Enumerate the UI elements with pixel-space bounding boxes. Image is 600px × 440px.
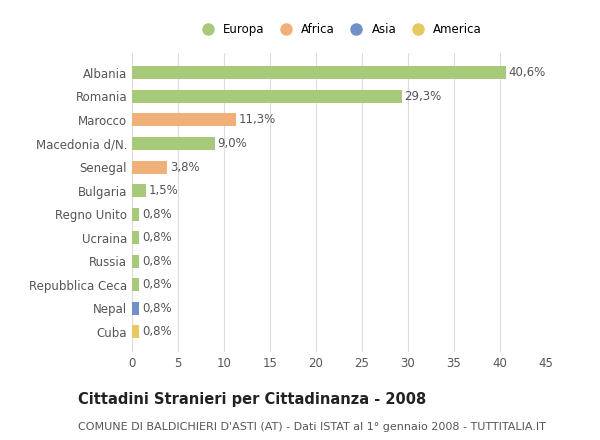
Text: 3,8%: 3,8% xyxy=(170,161,199,173)
Text: 1,5%: 1,5% xyxy=(149,184,178,197)
Text: 0,8%: 0,8% xyxy=(142,302,172,315)
Text: 0,8%: 0,8% xyxy=(142,208,172,221)
Bar xyxy=(132,231,139,244)
Bar xyxy=(132,255,139,268)
Legend: Europa, Africa, Asia, America: Europa, Africa, Asia, America xyxy=(196,23,482,36)
Text: 9,0%: 9,0% xyxy=(218,137,247,150)
Text: 0,8%: 0,8% xyxy=(142,279,172,291)
Bar xyxy=(132,161,167,173)
Text: 29,3%: 29,3% xyxy=(404,90,442,103)
Text: 0,8%: 0,8% xyxy=(142,326,172,338)
Bar xyxy=(132,184,146,197)
Bar xyxy=(132,137,215,150)
Bar xyxy=(132,208,139,220)
Text: 11,3%: 11,3% xyxy=(239,114,276,126)
Text: 0,8%: 0,8% xyxy=(142,231,172,244)
Bar xyxy=(132,302,139,315)
Bar xyxy=(132,279,139,291)
Text: Cittadini Stranieri per Cittadinanza - 2008: Cittadini Stranieri per Cittadinanza - 2… xyxy=(78,392,426,407)
Bar xyxy=(132,114,236,126)
Bar xyxy=(132,66,506,79)
Text: 40,6%: 40,6% xyxy=(508,66,545,79)
Bar xyxy=(132,326,139,338)
Bar xyxy=(132,90,401,103)
Text: 0,8%: 0,8% xyxy=(142,255,172,268)
Text: COMUNE DI BALDICHIERI D'ASTI (AT) - Dati ISTAT al 1° gennaio 2008 - TUTTITALIA.I: COMUNE DI BALDICHIERI D'ASTI (AT) - Dati… xyxy=(78,422,546,432)
